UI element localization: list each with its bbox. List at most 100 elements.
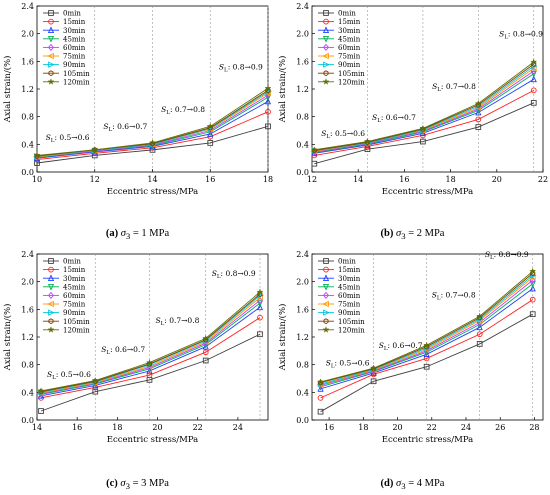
y-tick-label: 1.2 <box>296 85 309 94</box>
legend-label: 30min <box>338 275 361 283</box>
chart-panel-c: 0.0 0.4 0.8 1.2 1.6 2.0 2.4 14 16 18 20 22 24 Eccentr… <box>2 250 269 445</box>
y-tick-label: 2.4 <box>296 250 309 259</box>
caption-b: (b) σ3 = 2 MPa <box>380 228 445 242</box>
stage-label: SL: 0.5→0.6 <box>46 133 90 144</box>
stage-label: SL: 0.5→0.6 <box>321 129 365 140</box>
legend-marker <box>47 274 55 282</box>
caption-d: (d) σ3 = 4 MPa <box>380 478 445 492</box>
data-point-120min <box>530 58 538 66</box>
stage-label: SL: 0.7→0.8 <box>161 105 205 116</box>
legend-marker <box>48 258 54 264</box>
legend-label: 45min <box>63 35 86 43</box>
legend-marker <box>322 26 330 34</box>
legend-label: 45min <box>63 283 86 291</box>
data-point-15min <box>530 87 537 94</box>
data-point-105min <box>203 336 209 343</box>
legend-label: 105min <box>338 70 365 78</box>
legend-marker <box>47 77 55 85</box>
y-tick-label: 1.6 <box>21 57 34 66</box>
y-tick-label: 0.4 <box>21 140 34 149</box>
legend-marker <box>48 266 54 273</box>
x-axis-title: Eccentric stress/MPa <box>107 187 198 197</box>
data-point-120min <box>264 84 272 92</box>
data-point-120min <box>202 334 210 342</box>
data-point-120min <box>91 145 99 154</box>
series-line-45min <box>40 302 261 395</box>
stage-label: SL: 0.6→0.7 <box>372 113 416 124</box>
data-point-105min <box>424 343 430 350</box>
data-point-15min <box>317 395 324 401</box>
series-line-90min <box>40 295 261 393</box>
y-axis-title: Axial strain/(%) <box>277 304 288 372</box>
legend-marker <box>48 309 55 316</box>
data-point-120min <box>529 267 537 275</box>
stage-label: SL: 0.6→0.7 <box>379 341 423 352</box>
data-point-120min <box>310 145 318 154</box>
legend-marker <box>323 43 329 52</box>
y-axis-title: Axial strain/(%) <box>277 56 288 124</box>
y-tick-label: 0.0 <box>21 168 34 177</box>
legend-label: 60min <box>338 44 361 52</box>
y-tick-label: 2.4 <box>21 250 34 259</box>
data-point-0min <box>370 378 377 385</box>
stage-label: SL: 0.5→0.6 <box>47 370 91 381</box>
legend-marker <box>48 61 55 68</box>
x-tick-label: 18 <box>263 175 273 184</box>
stage-label: SL: 0.7→0.8 <box>432 291 476 302</box>
data-point-120min <box>91 376 99 384</box>
x-tick-label: 14 <box>353 175 363 184</box>
stage-label: SL: 0.7→0.8 <box>156 316 200 327</box>
y-tick-label: 0.4 <box>296 140 309 149</box>
x-tick-label: 12 <box>307 175 317 184</box>
data-point-45min <box>529 280 536 288</box>
x-tick-label: 14 <box>32 423 42 432</box>
legend-label: 75min <box>63 53 86 61</box>
stage-label: SL: 0.8→0.9 <box>219 63 263 74</box>
legend-label: 120min <box>63 78 90 86</box>
y-tick-label: 0.0 <box>21 416 34 425</box>
data-point-15min <box>475 116 482 123</box>
x-tick-label: 22 <box>193 423 203 432</box>
y-tick-label: 2.4 <box>296 2 309 11</box>
data-point-15min <box>529 296 536 303</box>
legend-label: 60min <box>338 292 361 300</box>
x-tick-label: 22 <box>538 175 548 184</box>
data-point-30min <box>207 130 214 137</box>
legend-label: 15min <box>338 18 361 26</box>
legend-label: 90min <box>338 309 361 317</box>
data-point-105min <box>530 270 536 277</box>
x-tick-label: 16 <box>205 175 215 184</box>
legend-marker <box>323 10 329 16</box>
data-point-105min <box>146 361 153 367</box>
data-point-0min <box>423 363 430 370</box>
legend-marker <box>323 70 329 77</box>
series-line-0min <box>314 102 534 165</box>
data-point-30min <box>146 367 153 374</box>
series-line-15min <box>40 317 261 399</box>
y-tick-label: 0.4 <box>21 388 34 397</box>
data-point-15min <box>265 108 271 115</box>
legend-marker <box>322 35 330 43</box>
x-tick-label: 26 <box>495 423 505 432</box>
legend-marker <box>322 274 330 282</box>
x-tick-label: 12 <box>90 175 100 184</box>
y-tick-label: 0.0 <box>296 168 309 177</box>
data-point-0min <box>92 388 99 395</box>
stage-label: SL: 0.5→0.6 <box>326 358 370 369</box>
data-point-105min <box>475 101 481 108</box>
stage-label: SL: 0.8→0.9 <box>499 29 543 40</box>
x-tick-label: 20 <box>492 175 502 184</box>
y-tick-label: 0.8 <box>21 361 34 370</box>
legend-marker <box>323 266 329 273</box>
legend-label: 75min <box>338 53 361 61</box>
x-tick-label: 22 <box>427 423 437 432</box>
data-point-120min <box>37 387 45 395</box>
plot-frame <box>311 253 544 421</box>
data-point-105min <box>477 314 483 321</box>
data-point-30min <box>202 342 209 350</box>
data-point-15min <box>476 331 483 338</box>
series-line-0min <box>320 313 533 413</box>
legend-label: 30min <box>63 275 86 283</box>
legend-marker <box>48 43 54 52</box>
legend-label: 15min <box>63 266 86 274</box>
